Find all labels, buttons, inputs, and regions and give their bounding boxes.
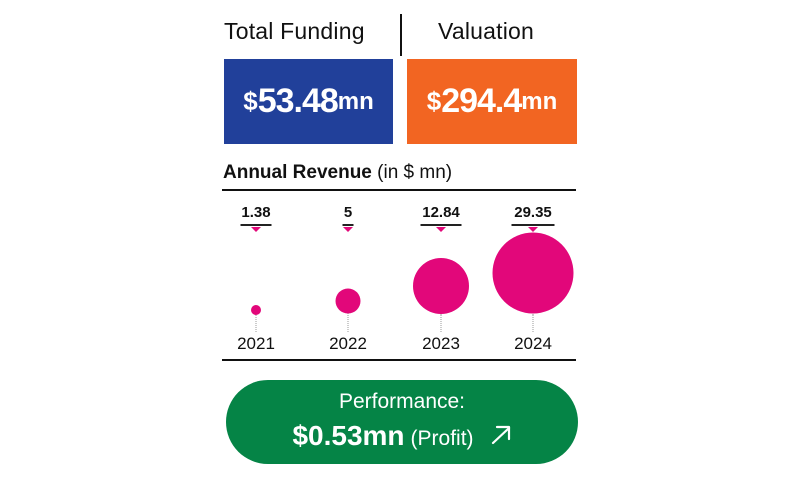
valuation-currency: $: [426, 86, 442, 116]
total-funding-label: Total Funding: [224, 18, 365, 44]
header-divider: [400, 14, 402, 56]
revenue-value-2024: 29.35: [514, 204, 552, 221]
arrow-up-right-icon: [491, 425, 510, 445]
bubble-stem: [532, 314, 534, 332]
value-underline: [342, 224, 354, 226]
revenue-value-2021: 1.38: [241, 204, 271, 221]
year-label-2023: 2023: [422, 334, 460, 353]
annual-revenue-title-bold: Annual Revenue: [223, 162, 372, 183]
annual-revenue-title-unit: (in $ mn): [371, 162, 453, 183]
revenue-bubble-2023: [413, 258, 469, 314]
bubble-stem: [440, 314, 442, 332]
valuation-amount: 294.4: [441, 82, 522, 120]
total-funding-box: $ 53.48 mn: [224, 59, 393, 144]
performance-title: Performance:: [338, 390, 466, 413]
pointer-triangle-icon: [251, 227, 261, 232]
revenue-bubble-2024: [492, 232, 574, 314]
performance-line: $0.53mn (Profit): [226, 420, 578, 452]
revenue-value-2023: 12.84: [422, 204, 460, 221]
funding-amount: 53.48: [257, 82, 339, 120]
funding-unit: mn: [337, 87, 374, 115]
annual-revenue-title: Annual Revenue (in $ mn): [223, 162, 452, 184]
pointer-triangle-icon: [343, 227, 353, 232]
revenue-bottom-rule: [222, 359, 576, 361]
bubble-stem: [347, 313, 349, 332]
year-label-2024: 2024: [514, 334, 552, 353]
valuation-box: $ 294.4 mn: [407, 59, 577, 144]
year-label-2022: 2022: [329, 334, 367, 353]
pointer-triangle-icon: [528, 227, 538, 232]
funding-currency: $: [243, 86, 258, 116]
performance-amount: $0.53mn: [292, 420, 405, 451]
value-underline: [240, 224, 272, 226]
value-underline: [420, 224, 462, 226]
revenue-bubble-2022: [335, 288, 361, 314]
revenue-bubble-2021: [251, 305, 261, 315]
valuation-unit: mn: [521, 87, 558, 115]
revenue-top-rule: [222, 189, 576, 191]
valuation-label: Valuation: [438, 18, 535, 44]
performance-note: (Profit): [410, 427, 474, 450]
year-label-2021: 2021: [237, 334, 275, 353]
performance-pill: Performance: $0.53mn (Profit): [226, 380, 578, 464]
bubble-stem: [255, 315, 257, 332]
revenue-value-2022: 5: [343, 204, 353, 221]
value-underline: [511, 224, 555, 226]
pointer-triangle-icon: [436, 227, 446, 232]
